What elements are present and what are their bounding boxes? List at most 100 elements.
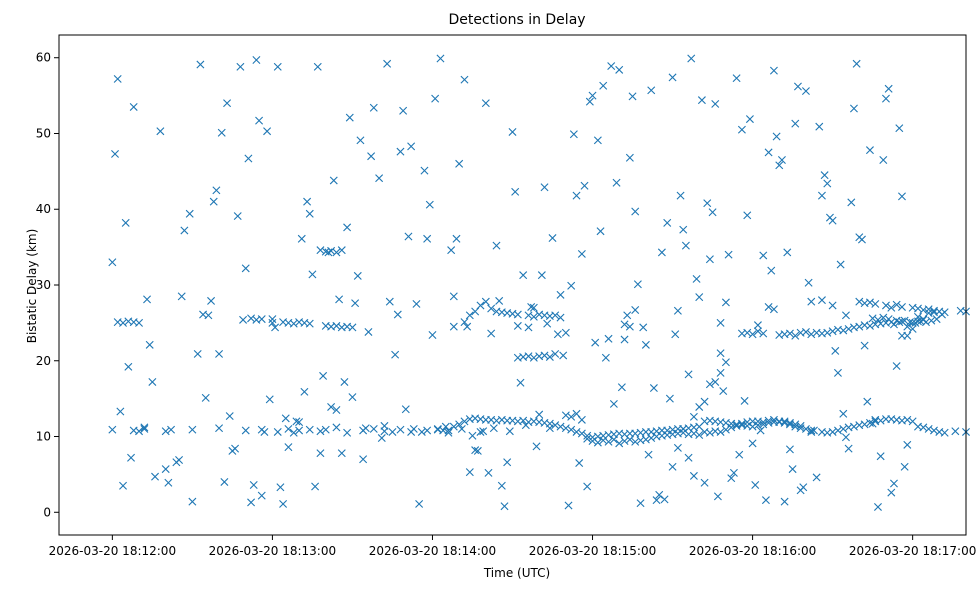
- data-point: [703, 199, 712, 208]
- data-point: [135, 427, 144, 436]
- data-point: [847, 198, 856, 207]
- data-point: [407, 142, 416, 151]
- data-point: [647, 434, 656, 443]
- data-point: [532, 442, 541, 451]
- data-point: [567, 425, 576, 434]
- data-point: [807, 297, 816, 306]
- y-tick-label: 60: [36, 51, 51, 65]
- data-point: [593, 438, 602, 447]
- data-point: [471, 446, 480, 455]
- data-point: [823, 328, 832, 337]
- data-point: [761, 496, 770, 505]
- data-point: [697, 96, 706, 105]
- data-point: [695, 431, 704, 439]
- data-point: [188, 497, 197, 506]
- data-point: [412, 299, 421, 308]
- data-point: [911, 318, 920, 327]
- data-point: [828, 327, 837, 336]
- data-point: [332, 248, 341, 257]
- data-point: [735, 450, 744, 459]
- data-point: [783, 248, 792, 257]
- x-axis-label: Time (UTC): [483, 566, 550, 580]
- data-point: [332, 406, 341, 414]
- data-point: [831, 346, 840, 355]
- x-tick-label: 2026-03-20 18:14:00: [369, 544, 496, 558]
- data-point: [524, 352, 533, 361]
- data-point: [337, 246, 346, 255]
- data-point: [791, 331, 800, 340]
- data-point: [484, 468, 493, 477]
- data-point: [268, 315, 277, 324]
- data-point: [252, 56, 261, 64]
- data-point: [841, 433, 850, 442]
- data-point: [692, 274, 701, 283]
- data-point: [121, 218, 130, 227]
- data-point: [671, 330, 680, 339]
- data-point: [380, 421, 389, 430]
- data-point: [476, 427, 485, 436]
- data-point: [748, 330, 757, 339]
- data-point: [679, 428, 688, 437]
- data-point: [481, 297, 490, 306]
- data-point: [929, 426, 938, 435]
- data-point: [903, 331, 912, 340]
- data-point: [577, 415, 586, 424]
- data-point: [151, 472, 160, 481]
- data-point: [569, 130, 578, 139]
- data-point: [625, 435, 634, 444]
- data-point: [647, 86, 656, 95]
- data-point: [609, 399, 618, 408]
- data-point: [743, 211, 752, 220]
- data-point: [543, 319, 552, 328]
- data-point: [556, 313, 565, 322]
- data-point: [108, 425, 117, 434]
- data-point: [873, 502, 882, 511]
- data-point: [689, 412, 698, 421]
- data-point: [241, 264, 250, 273]
- data-point: [655, 490, 664, 499]
- data-point: [759, 251, 768, 260]
- data-point: [516, 378, 525, 387]
- data-point: [417, 427, 426, 436]
- data-point: [529, 312, 538, 321]
- data-point: [716, 349, 725, 358]
- x-tick-label: 2026-03-20 18:12:00: [49, 544, 176, 558]
- data-point: [487, 304, 496, 313]
- data-point: [425, 200, 434, 209]
- data-point: [599, 81, 608, 90]
- data-point: [631, 437, 640, 446]
- data-point: [236, 62, 245, 71]
- data-point: [601, 353, 610, 362]
- data-point: [873, 315, 882, 324]
- data-point: [636, 499, 645, 508]
- data-point: [447, 246, 456, 255]
- data-point: [388, 427, 397, 436]
- data-point: [567, 412, 576, 421]
- data-point: [732, 74, 741, 83]
- data-point: [908, 324, 917, 333]
- data-point: [887, 303, 896, 312]
- data-point: [633, 280, 642, 289]
- data-point: [540, 183, 549, 192]
- data-point: [751, 481, 760, 489]
- data-point: [724, 250, 733, 259]
- data-point: [705, 428, 714, 437]
- data-point: [732, 421, 741, 430]
- data-point: [119, 318, 128, 327]
- data-point: [897, 302, 906, 311]
- data-point: [225, 412, 234, 421]
- data-point: [839, 326, 848, 335]
- data-point: [415, 499, 424, 508]
- data-point: [220, 477, 229, 486]
- data-point: [753, 321, 762, 330]
- chart-title: Detections in Delay: [448, 12, 585, 28]
- data-point: [641, 340, 650, 349]
- data-point: [609, 435, 618, 444]
- data-point: [849, 422, 858, 431]
- data-point: [241, 426, 250, 435]
- data-point: [460, 318, 469, 327]
- data-point: [401, 405, 410, 414]
- data-point: [817, 191, 826, 200]
- data-point: [340, 377, 349, 386]
- data-point: [716, 318, 725, 327]
